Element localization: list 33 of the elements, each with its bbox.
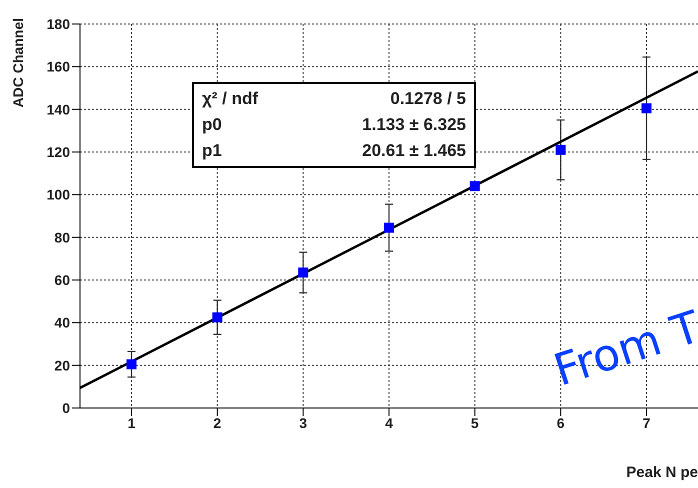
x-tick-label: 3 [299, 414, 308, 431]
point [470, 181, 480, 192]
y-axis-title: ADC Channel [10, 18, 26, 108]
annotation: 20.61 ± 1.465 [362, 140, 466, 162]
point [642, 103, 652, 114]
annotation: From T [548, 302, 698, 397]
x-tick-label: 1 [128, 414, 136, 431]
x-tick-label: 6 [556, 414, 565, 431]
point [212, 312, 222, 322]
x-tick-label: 4 [385, 414, 394, 431]
annotation: p1 [202, 140, 222, 162]
y-tick-label: 100 [46, 186, 70, 203]
annotation: p0 [202, 114, 222, 136]
y-tick-label: 140 [46, 101, 70, 118]
annotation: χ² / ndf [202, 88, 258, 110]
y-tick-label: 40 [54, 314, 70, 331]
y-tick-label: 160 [46, 58, 70, 75]
annotation: 0.1278 / 5 [390, 88, 466, 110]
y-tick-label: 120 [46, 144, 70, 160]
y-tick-label: 80 [54, 229, 70, 246]
x-axis-title: Peak N pe [626, 464, 698, 481]
point [384, 222, 394, 233]
y-tick-label: 60 [54, 272, 70, 288]
x-tick-label: 5 [470, 414, 479, 431]
y-tick-label: 180 [46, 16, 70, 32]
annotation: 1.133 ± 6.325 [362, 114, 466, 136]
point [126, 359, 136, 370]
x-tick-label: 2 [213, 414, 222, 431]
point [298, 268, 308, 278]
y-tick-label: 20 [54, 357, 70, 374]
x-tick-label: 7 [642, 414, 651, 431]
point [556, 144, 566, 155]
y-tick-label: 0 [62, 400, 70, 416]
